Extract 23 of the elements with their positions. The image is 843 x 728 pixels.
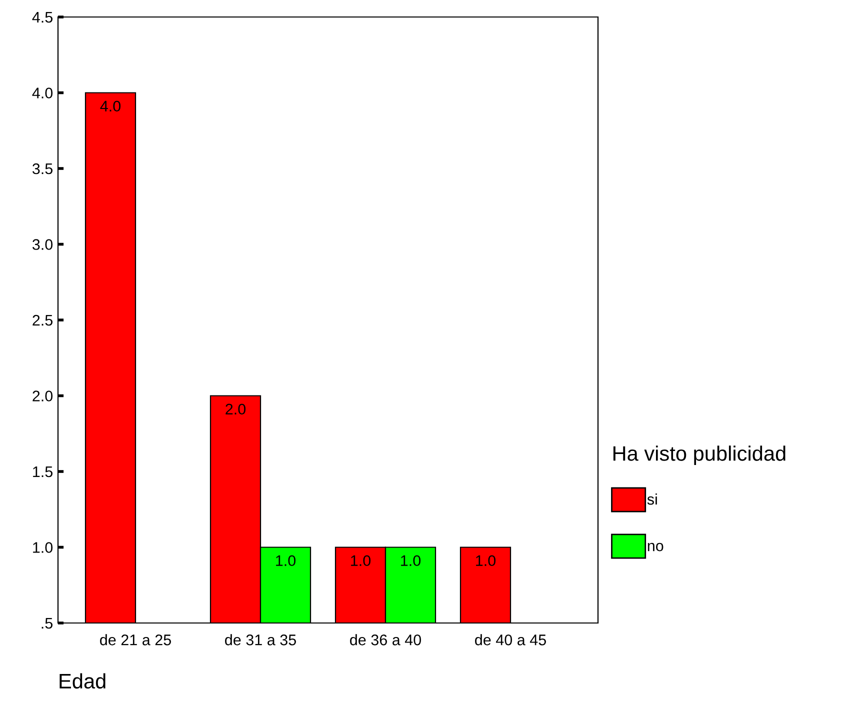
- x-tick-label: de 21 a 25: [100, 634, 171, 646]
- y-tick-label: 4.5: [32, 12, 52, 23]
- legend-label: no: [648, 542, 664, 552]
- data-label: 1.0: [351, 555, 371, 566]
- y-tick-label: 3.0: [32, 239, 53, 250]
- y-tick-label: .5: [42, 618, 52, 629]
- x-axis-title: Edad: [60, 673, 106, 689]
- y-tick-label: 2.5: [32, 314, 52, 326]
- data-label: 4.0: [100, 100, 121, 112]
- x-tick-label: de 36 a 40: [350, 634, 422, 646]
- data-label: 1.0: [401, 555, 421, 566]
- y-tick-label: 1.5: [33, 466, 52, 478]
- data-label: 2.0: [226, 404, 246, 415]
- x-tick-label: de 31 a 35: [225, 634, 296, 646]
- legend-title: Ha visto publicidad: [613, 446, 786, 465]
- x-tick-label: de 40 a 45: [475, 634, 546, 646]
- data-label: 1.0: [476, 555, 496, 566]
- y-tick-label: 2.0: [32, 390, 53, 402]
- y-tick-label: 4.0: [32, 88, 53, 98]
- data-label: 1.0: [276, 555, 296, 566]
- legend-label: si: [647, 493, 657, 505]
- y-tick-label: 1.0: [33, 542, 53, 553]
- y-tick-label: 3.5: [32, 163, 52, 174]
